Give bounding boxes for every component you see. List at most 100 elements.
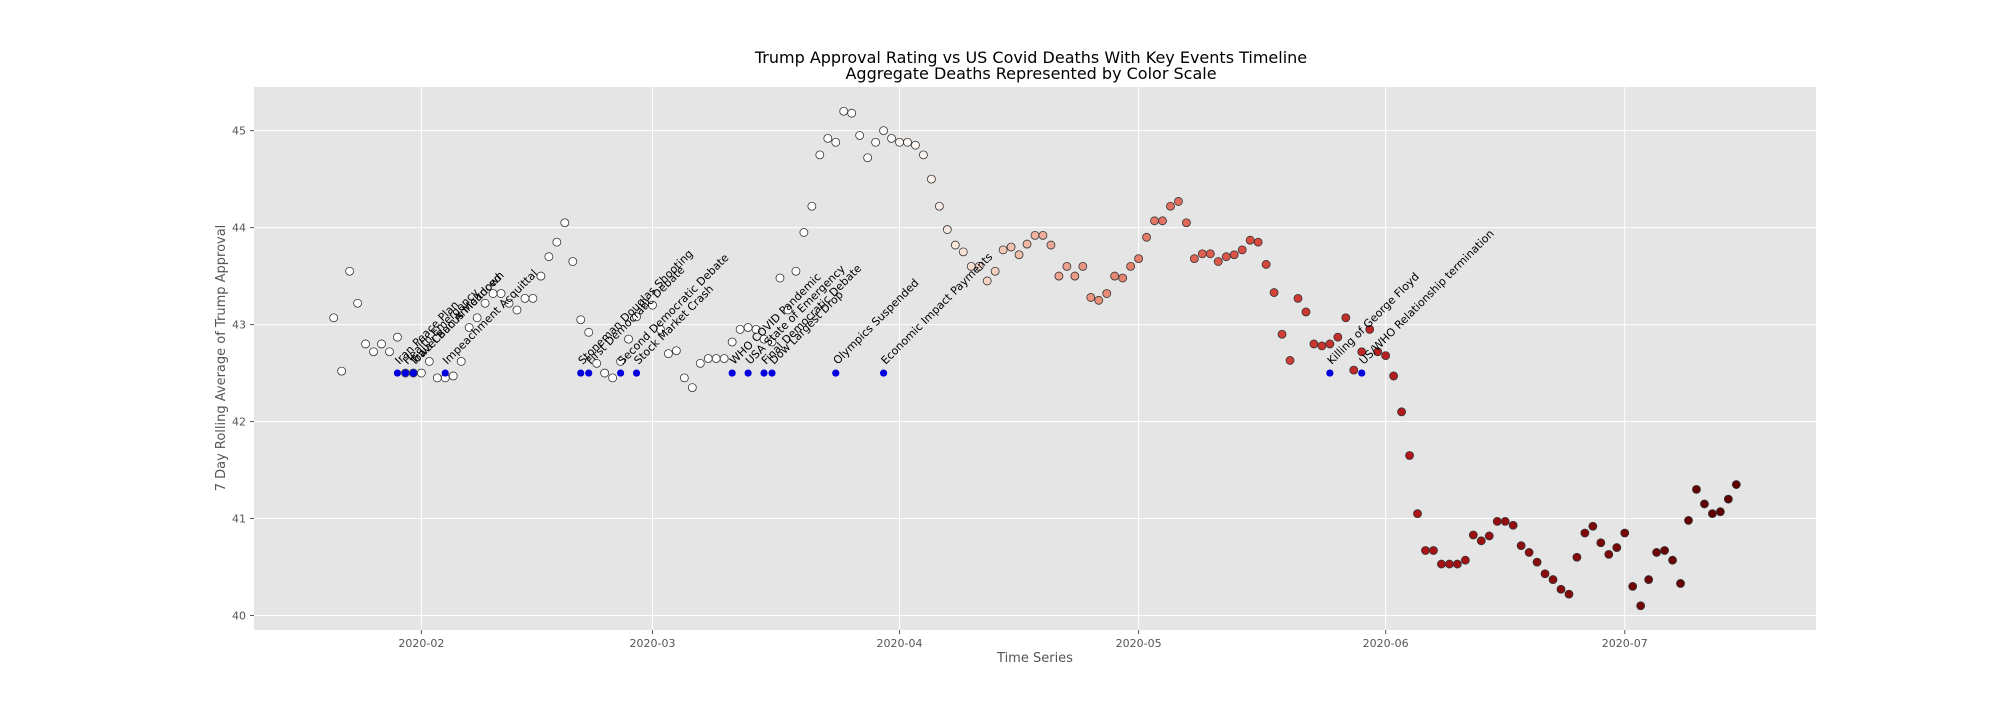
y-axis-label: 7 Day Rolling Average of Trump Approval (214, 225, 229, 492)
approval-point (1572, 552, 1582, 562)
approval-point (416, 368, 426, 378)
approval-point (1588, 521, 1598, 531)
approval-point (1253, 237, 1263, 247)
approval-point (1676, 579, 1685, 588)
approval-point (799, 228, 809, 237)
approval-point (536, 271, 546, 281)
approval-point (847, 108, 857, 118)
approval-point (687, 383, 697, 392)
approval-point (504, 298, 514, 308)
approval-point (1182, 218, 1191, 228)
approval-point (1373, 347, 1383, 357)
approval-point (1014, 250, 1024, 260)
approval-point (568, 257, 578, 266)
approval-point (377, 339, 386, 349)
approval-point (496, 289, 506, 298)
event-marker (616, 369, 625, 377)
approval-point (1556, 584, 1566, 594)
approval-point (337, 366, 347, 376)
approval-point (1006, 242, 1016, 252)
approval-point (648, 300, 657, 310)
approval-point (1596, 538, 1606, 548)
approval-point (640, 298, 649, 308)
approval-point (656, 325, 665, 334)
approval-point (1237, 245, 1247, 255)
event-marker (441, 369, 449, 377)
approval-point (1405, 451, 1414, 460)
approval-point (1548, 575, 1558, 584)
approval-point (990, 266, 1000, 276)
approval-point (1309, 339, 1319, 349)
approval-point (1508, 520, 1518, 530)
approval-point (695, 358, 705, 368)
approval-point (1317, 341, 1327, 351)
event-marker (832, 369, 840, 377)
approval-point (1277, 329, 1287, 339)
approval-point (520, 293, 530, 303)
approval-point (1229, 250, 1239, 260)
approval-point (1524, 548, 1534, 557)
approval-point (671, 346, 681, 356)
approval-point (950, 240, 960, 250)
approval-point (767, 337, 777, 347)
approval-point (711, 354, 721, 363)
approval-point (1468, 530, 1478, 540)
approval-point (751, 325, 761, 334)
axis-ticks: 2020-02 2020-03 2020-04 2020-05 2020-06 2020-… (232, 125, 1648, 650)
approval-point (1564, 589, 1574, 599)
approval-point (719, 354, 729, 363)
approval-point (831, 137, 841, 147)
approval-point (1118, 273, 1128, 283)
approval-point (1126, 261, 1136, 271)
approval-point (1245, 235, 1255, 245)
approval-point (1261, 260, 1271, 269)
approval-point (1022, 239, 1032, 249)
approval-point (544, 252, 554, 262)
event-marker (728, 369, 736, 377)
approval-point (1397, 407, 1406, 417)
plot-area (254, 87, 1816, 630)
event-marker (1358, 369, 1366, 377)
y-tick-label: 40 (232, 609, 246, 622)
approval-point (855, 131, 865, 140)
approval-point (353, 298, 363, 308)
approval-point (863, 153, 873, 163)
approval-point (1437, 559, 1446, 569)
approval-point (926, 174, 936, 184)
approval-point (592, 358, 602, 368)
approval-point (1707, 509, 1717, 519)
approval-point (385, 347, 394, 357)
approval-point (1700, 499, 1709, 509)
approval-point (1038, 230, 1048, 240)
event-marker (768, 369, 776, 377)
approval-point (1365, 325, 1375, 334)
approval-point (879, 126, 888, 136)
approval-point (1102, 289, 1112, 298)
event-marker (744, 369, 752, 377)
approval-point (1731, 480, 1741, 489)
grid-lines (254, 87, 1816, 630)
event-markers (393, 369, 1366, 377)
approval-point (1070, 271, 1080, 281)
approval-point (823, 133, 833, 143)
event-marker (401, 369, 410, 377)
approval-point (528, 293, 538, 303)
approval-point (1158, 216, 1167, 226)
approval-point (1580, 528, 1590, 538)
approval-point (942, 225, 952, 234)
approval-point (393, 332, 402, 342)
approval-point (982, 276, 992, 286)
approval-point (1484, 531, 1494, 541)
approval-point (329, 313, 339, 323)
approval-point (345, 266, 355, 276)
y-tick-label: 41 (232, 512, 246, 525)
x-axis-label: Time Series (996, 651, 1073, 666)
approval-point (1532, 557, 1542, 567)
approval-point (1142, 232, 1151, 242)
y-tick-label: 42 (232, 416, 246, 429)
approval-point (1660, 546, 1669, 555)
approval-point (432, 373, 442, 383)
x-tick-label: 2020-07 (1602, 637, 1648, 650)
